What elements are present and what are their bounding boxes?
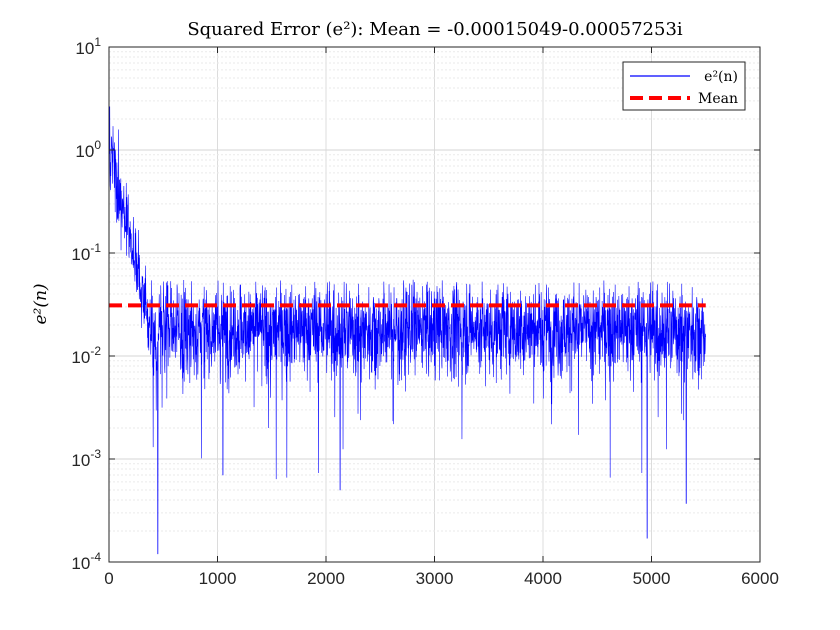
y-tick-exponent: -4	[90, 550, 101, 564]
y-tick-label: 10-1	[71, 241, 101, 264]
y-tick-exponent: -2	[90, 344, 101, 358]
y-tick-base: 10	[71, 245, 90, 264]
y-tick-label: 10-4	[71, 550, 101, 573]
legend-box	[622, 61, 746, 111]
y-tick-base: 10	[75, 39, 94, 58]
x-tick-label: 5000	[633, 569, 671, 588]
y-tick-label: 101	[75, 35, 101, 58]
x-tick-label: 0	[104, 569, 113, 588]
x-tick-label: 1000	[199, 569, 237, 588]
y-tick-exponent: 1	[94, 35, 101, 49]
y-tick-label: 10-2	[71, 344, 101, 367]
y-tick-exponent: -1	[90, 241, 101, 255]
x-tick-label: 4000	[524, 569, 562, 588]
x-axis: 0 1000 2000 3000 4000 5000 6000	[104, 47, 779, 588]
series-line-error	[108, 106, 706, 555]
x-tick-label: 6000	[741, 569, 779, 588]
x-tick-label: 3000	[416, 569, 454, 588]
legend-label-error: e²(n)	[704, 69, 738, 85]
legend-label-mean: Mean	[698, 91, 738, 107]
y-tick-exponent: 0	[94, 138, 101, 152]
y-tick-label: 10-3	[71, 447, 101, 470]
legend[interactable]: e²(n) Mean	[622, 61, 746, 111]
y-tick-base: 10	[71, 348, 90, 367]
x-tick-label: 2000	[307, 569, 345, 588]
y-tick-base: 10	[75, 142, 94, 161]
grid-lines	[109, 47, 760, 562]
y-axis-label: e²(n)	[31, 283, 51, 324]
y-tick-base: 10	[71, 451, 90, 470]
y-tick-exponent: -3	[90, 447, 101, 461]
series-layer	[108, 106, 706, 555]
y-tick-base: 10	[71, 554, 90, 573]
chart-title: Squared Error (e²): Mean = -0.00015049-0…	[187, 19, 683, 40]
y-tick-label: 100	[75, 138, 101, 161]
